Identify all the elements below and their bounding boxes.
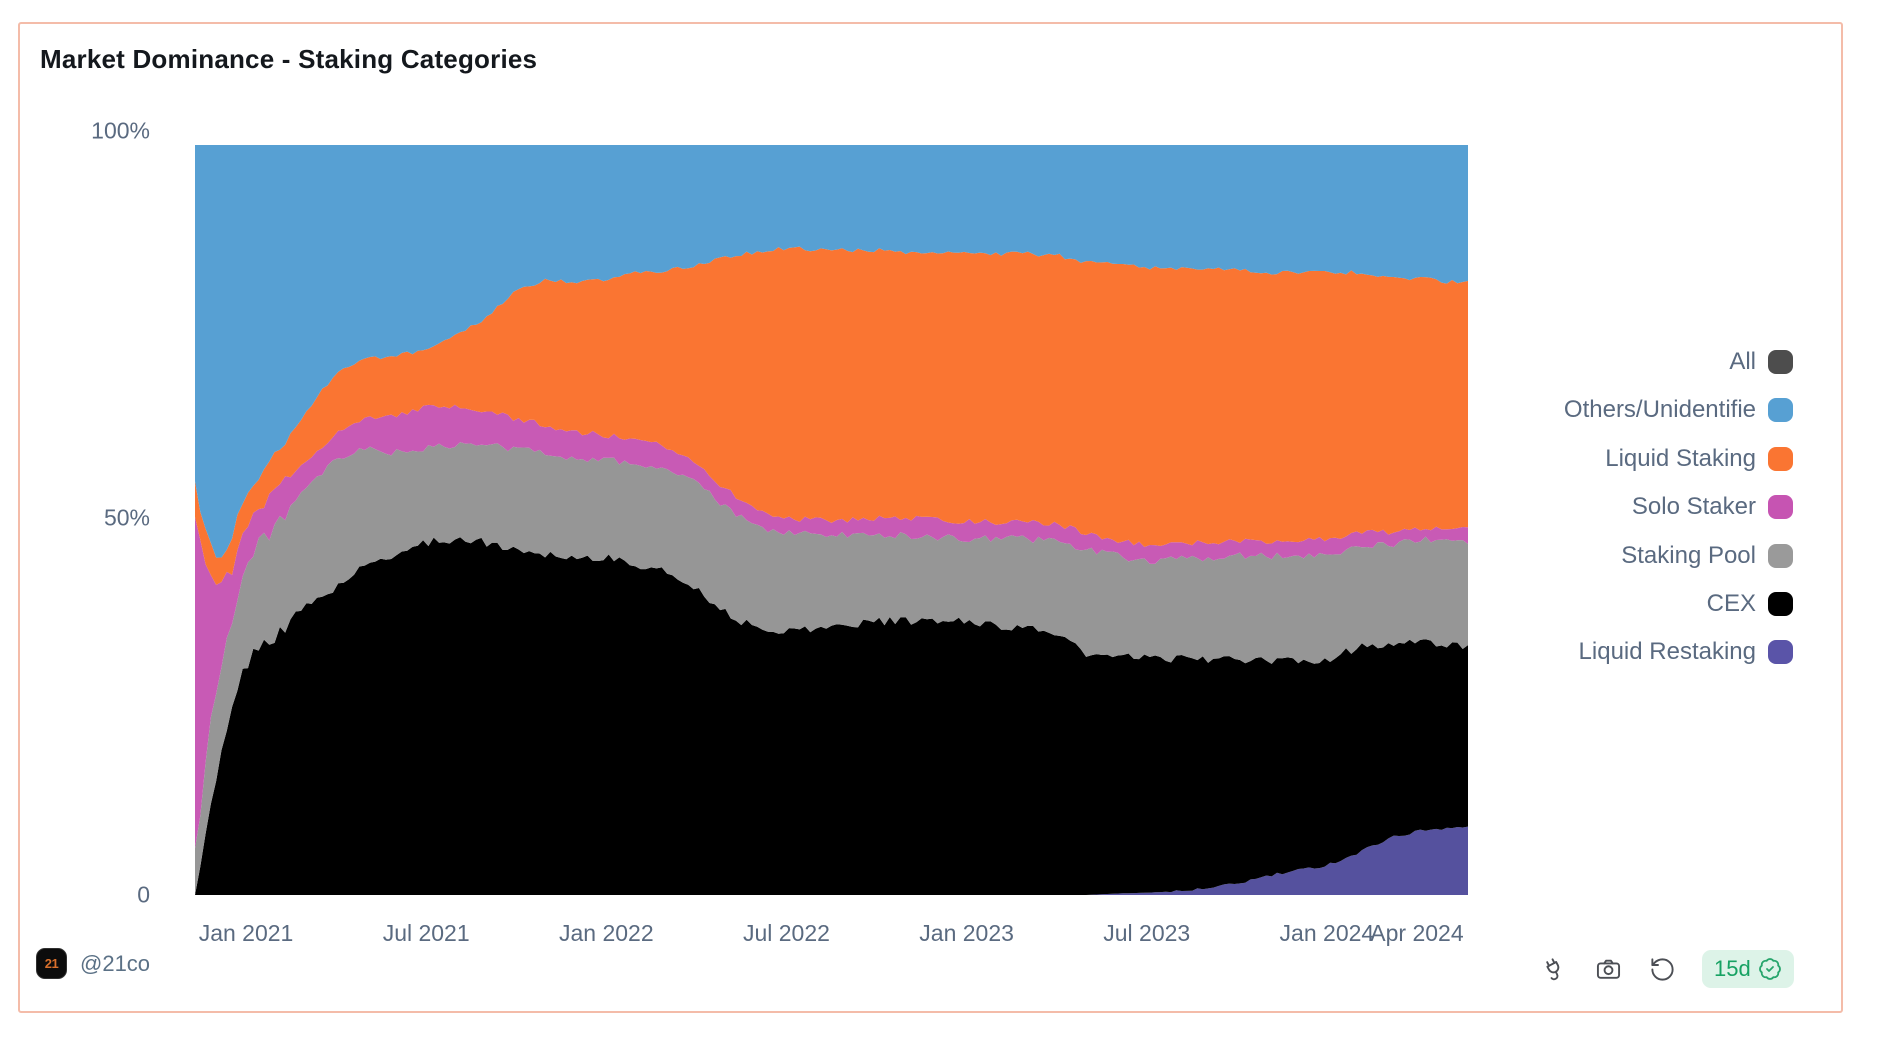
legend-label: CEX [1706,590,1756,617]
rotate-ccw-icon[interactable] [1648,955,1676,983]
legend-swatch [1768,350,1793,374]
camera-icon[interactable] [1594,955,1622,983]
legend-swatch [1768,495,1793,520]
x-axis-label: Jul 2021 [382,920,470,946]
21co-logo-icon[interactable]: 21 [36,948,67,979]
legend-item-all[interactable]: All [1729,347,1793,377]
legend-item-others-unidentified[interactable]: Others/Unidentifie [1564,395,1793,425]
area-liquid-restaking[interactable] [195,826,1468,895]
logo-text: 21 [44,956,59,971]
x-axis-label: Jan 2024 [1279,920,1375,946]
y-axis-label: 0 [137,881,150,908]
plug-icon[interactable] [1540,955,1568,983]
x-axis-label: Jan 2022 [558,920,654,946]
legend-swatch [1768,398,1793,423]
x-axis-label: Jan 2023 [919,920,1014,946]
y-axis-label: 50% [103,504,150,531]
legend-swatch [1768,543,1793,568]
area-others-unidentified[interactable] [195,145,1468,558]
x-axis-label: Jul 2022 [742,920,830,946]
chart-title: Market Dominance - Staking Categories [40,44,538,74]
x-axis-label: Jul 2023 [1103,920,1191,946]
footer-attribution: 21 @21co [36,948,150,979]
legend-item-solo-staker[interactable]: Solo Staker [1632,492,1793,522]
area-staking-pool[interactable] [195,442,1468,895]
stacked-area-chart [195,145,1468,895]
y-axis-label: 100% [91,117,150,144]
legend-swatch [1768,640,1793,665]
legend-label: Staking Pool [1621,541,1756,569]
area-liquid-staking[interactable] [195,246,1468,585]
verified-check-icon [1758,958,1781,980]
legend-label: Liquid Restaking [1578,638,1756,666]
legend-swatch [1768,446,1793,471]
plot-area[interactable] [195,145,1468,895]
footer-actions: 15d [1540,950,1794,988]
area-cex[interactable] [195,537,1468,895]
x-axis-label: Jan 2021 [198,920,294,946]
legend-item-cex[interactable]: CEX [1707,589,1793,619]
legend-label: All [1729,348,1756,375]
x-axis-label: Apr 2024 [1370,920,1464,946]
legend-item-liquid-restaking[interactable]: Liquid Restaking [1579,637,1793,667]
refresh-badge[interactable]: 15d [1702,950,1794,988]
legend-item-staking-pool[interactable]: Staking Pool [1621,541,1793,571]
refresh-badge-label: 15d [1714,956,1751,981]
legend-item-liquid-staking[interactable]: Liquid Staking [1605,444,1793,474]
legend-label: Liquid Staking [1605,444,1756,472]
area-solo-staker[interactable] [195,404,1468,849]
legend-label: Solo Staker [1631,493,1756,521]
legend-swatch [1768,592,1793,616]
attribution-handle[interactable]: @21co [80,950,151,976]
legend-label: Others/Unidentifie [1563,396,1756,424]
